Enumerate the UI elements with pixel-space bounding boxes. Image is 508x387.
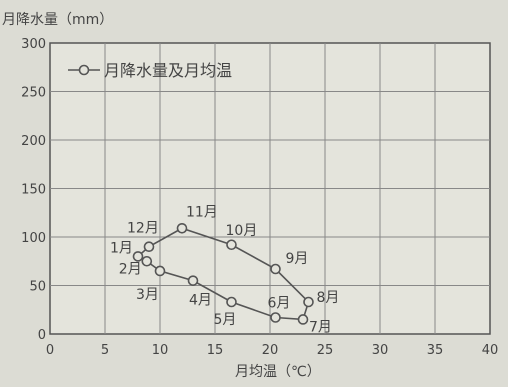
data-label: 2月	[119, 261, 142, 277]
data-point	[226, 239, 237, 251]
data-label: 8月	[317, 290, 340, 306]
grid-lines	[50, 43, 490, 334]
y-tick-label: 50	[29, 280, 46, 295]
axis-ticks: 0 5 10 15 20 25 30 35 40 0 50 100 150 200 250 300	[21, 37, 498, 358]
x-tick-label: 25	[317, 343, 334, 358]
x-tick-label: 10	[152, 343, 169, 358]
data-label: 10月	[226, 223, 258, 239]
data-label: 12月	[127, 221, 159, 237]
y-tick-label: 200	[21, 134, 46, 149]
data-label: 1月	[110, 240, 133, 256]
data-label: 6月	[268, 296, 291, 312]
data-point	[154, 265, 166, 277]
data-label: 3月	[136, 287, 159, 303]
data-point	[270, 263, 281, 275]
data-point	[176, 222, 188, 234]
legend-label: 月降水量及月均温	[104, 61, 232, 80]
x-tick-label: 0	[46, 343, 54, 358]
data-point	[141, 255, 153, 267]
x-tick-label: 35	[427, 343, 444, 358]
x-tick-label: 5	[101, 343, 109, 358]
y-tick-label: 250	[21, 86, 46, 101]
legend: 月降水量及月均温	[68, 61, 232, 80]
data-label: 7月	[309, 319, 332, 335]
x-tick-label: 40	[482, 343, 499, 358]
x-tick-label: 20	[262, 343, 279, 358]
x-tick-label: 30	[372, 343, 389, 358]
data-label: 4月	[189, 293, 212, 309]
data-point	[270, 312, 281, 323]
x-tick-label: 15	[207, 343, 224, 358]
y-axis-title: 月降水量（mm）	[2, 12, 113, 28]
data-point	[187, 275, 199, 286]
data-point	[143, 241, 155, 252]
data-label: 11月	[186, 204, 218, 220]
data-label: 9月	[286, 251, 309, 267]
data-point	[303, 296, 314, 308]
data-label: 5月	[214, 312, 237, 328]
x-axis-title: 月均温（℃）	[235, 364, 321, 380]
data-point	[132, 251, 144, 262]
legend-marker	[78, 64, 90, 76]
y-tick-label: 100	[21, 231, 46, 246]
y-tick-label: 0	[38, 328, 46, 343]
y-tick-label: 150	[21, 183, 46, 198]
data-point	[226, 296, 237, 308]
y-tick-label: 300	[21, 37, 46, 52]
data-point	[297, 314, 309, 325]
